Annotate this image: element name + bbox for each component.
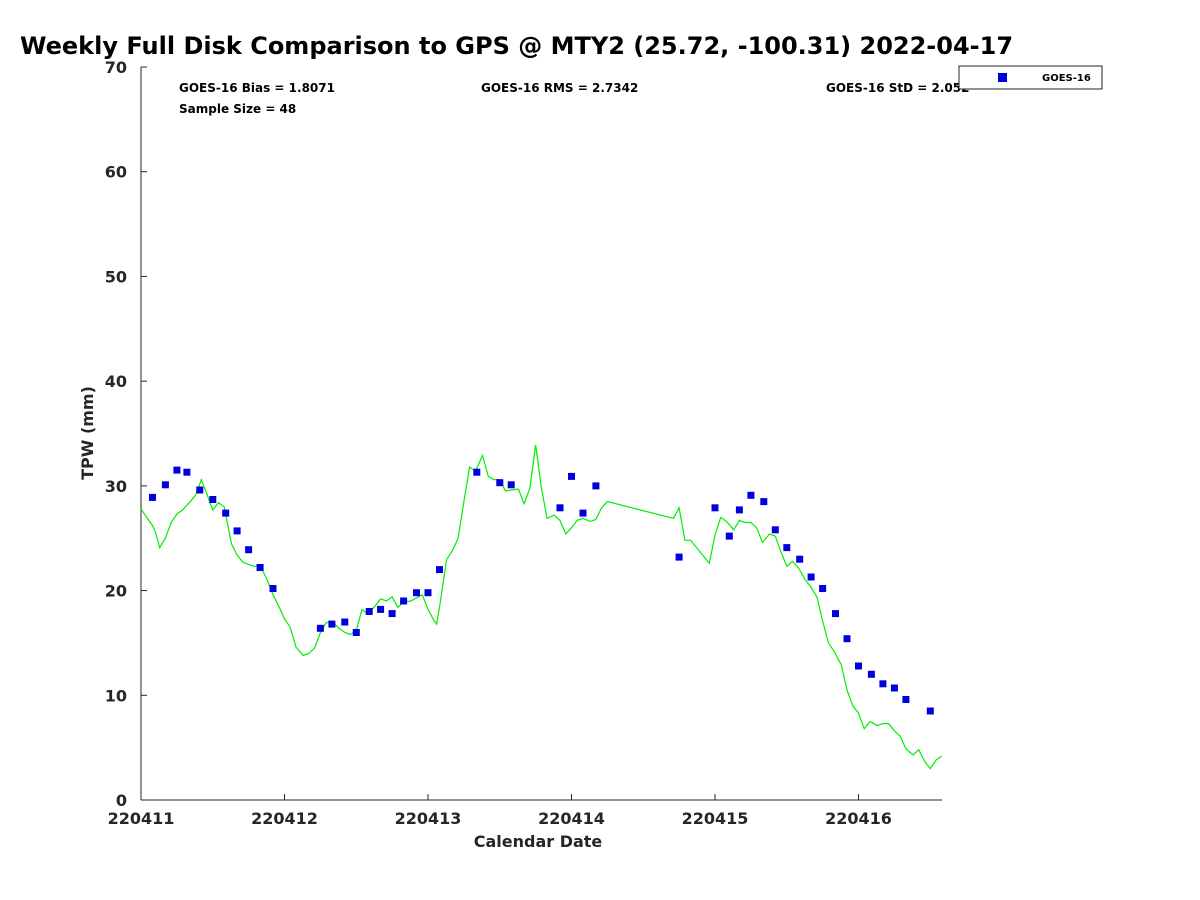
stat-rms: GOES-16 RMS = 2.7342 <box>481 81 638 95</box>
y-tick-label: 70 <box>105 58 127 77</box>
goes16-point <box>436 566 443 574</box>
goes16-point <box>592 482 600 490</box>
y-tick-label: 40 <box>105 372 127 391</box>
goes16-point <box>496 479 504 487</box>
goes16-point <box>675 553 683 561</box>
x-tick-label: 220412 <box>251 809 318 828</box>
goes16-point <box>807 573 815 581</box>
goes16-point <box>783 544 791 552</box>
legend-box <box>958 65 1103 90</box>
goes16-point <box>711 504 719 512</box>
goes16-point <box>879 680 887 688</box>
goes16-point <box>413 589 420 597</box>
y-tick-label: 60 <box>105 163 127 182</box>
goes16-point <box>771 526 779 534</box>
goes16-point <box>245 546 253 554</box>
goes16-point <box>173 466 181 474</box>
x-tick-label: 220414 <box>538 809 605 828</box>
x-tick-label: 220416 <box>825 809 892 828</box>
legend-label-goes16: GOES-16 <box>1042 73 1091 84</box>
goes16-point <box>747 491 755 499</box>
goes16-point <box>222 509 230 517</box>
goes16-point <box>890 684 898 692</box>
x-tick-label: 220415 <box>682 809 749 828</box>
goes16-point <box>473 468 481 476</box>
goes16-point <box>400 597 408 605</box>
goes16-point <box>328 620 336 628</box>
goes16-point <box>796 555 804 563</box>
goes16-point <box>926 707 934 715</box>
goes16-point <box>725 532 733 540</box>
goes16-point <box>196 486 204 494</box>
x-tick-label: 220413 <box>395 809 462 828</box>
goes16-point <box>424 589 432 597</box>
goes16-point <box>377 605 385 613</box>
goes16-point <box>568 472 575 480</box>
y-axis-label: TPW (mm) <box>78 386 97 480</box>
stat-std: GOES-16 StD = 2.052 <box>826 81 969 95</box>
goes16-point <box>256 564 264 571</box>
goes16-point <box>760 498 768 506</box>
goes16-point <box>269 585 277 592</box>
goes16-point <box>855 662 862 670</box>
gps-tpw-line <box>140 444 943 770</box>
goes16-point <box>161 481 169 489</box>
y-tick-label: 50 <box>105 267 127 286</box>
gps-line-series <box>140 444 943 770</box>
goes16-point <box>902 696 910 703</box>
goes16-point <box>316 624 324 632</box>
x-ticks: 220411 220412 220413 220414 220415 220416 <box>108 794 892 828</box>
goes16-point <box>352 629 360 636</box>
legend-marker-goes16 <box>998 73 1007 82</box>
y-tick-label: 0 <box>116 791 127 810</box>
goes16-point <box>867 670 875 678</box>
y-tick-label: 10 <box>105 686 127 705</box>
plot-area <box>140 67 942 801</box>
goes16-point <box>341 618 349 626</box>
goes16-point <box>388 610 396 618</box>
legend: GOES-16 <box>958 65 1103 90</box>
x-axis-label: Calendar Date <box>474 832 603 851</box>
y-tick-label: 20 <box>105 582 127 601</box>
y-ticks: 0 10 20 30 40 50 60 70 <box>105 58 147 810</box>
goes16-point <box>819 585 827 592</box>
goes16-point <box>149 493 156 501</box>
chart-title: Weekly Full Disk Comparison to GPS @ MTY… <box>20 32 1013 60</box>
goes16-point <box>209 496 217 503</box>
stat-sample-size: Sample Size = 48 <box>179 102 296 116</box>
goes16-point <box>365 608 373 615</box>
goes16-scatter-series <box>149 466 934 715</box>
goes16-point <box>735 506 743 514</box>
y-tick-label: 30 <box>105 477 127 496</box>
stat-bias: GOES-16 Bias = 1.8071 <box>179 81 335 95</box>
goes16-point <box>579 509 587 517</box>
goes16-point <box>233 527 241 535</box>
goes16-point <box>556 504 564 512</box>
x-tick-label: 220411 <box>108 809 175 828</box>
goes16-point <box>832 610 839 618</box>
goes16-point <box>843 635 851 643</box>
goes16-point <box>507 481 515 489</box>
goes16-point <box>183 468 191 476</box>
